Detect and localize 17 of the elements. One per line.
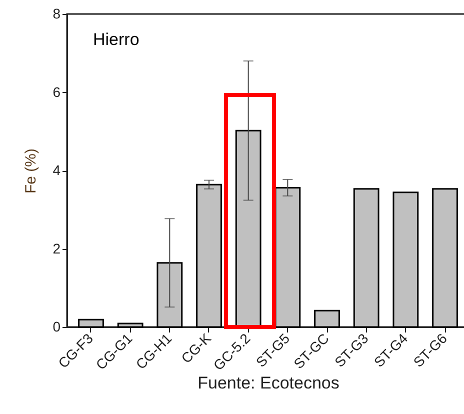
y-tick-label: 8 (52, 6, 61, 22)
x-axis-title: Fuente: Ecotecnos (198, 373, 340, 392)
bar (117, 322, 144, 328)
y-tick-label: 0 (52, 318, 61, 334)
bar (353, 188, 380, 328)
y-tick-label: 4 (52, 162, 61, 178)
text: Hierro (93, 30, 140, 49)
bar (274, 186, 301, 328)
bar (432, 188, 458, 328)
bar (78, 318, 104, 328)
bar (196, 184, 222, 328)
y-tick-label: 6 (52, 84, 61, 100)
y-axis-title: Fe (%) (22, 148, 40, 194)
bar (314, 310, 340, 328)
y-tick-label: 2 (52, 240, 61, 256)
bar (156, 262, 183, 328)
bar (392, 192, 419, 328)
